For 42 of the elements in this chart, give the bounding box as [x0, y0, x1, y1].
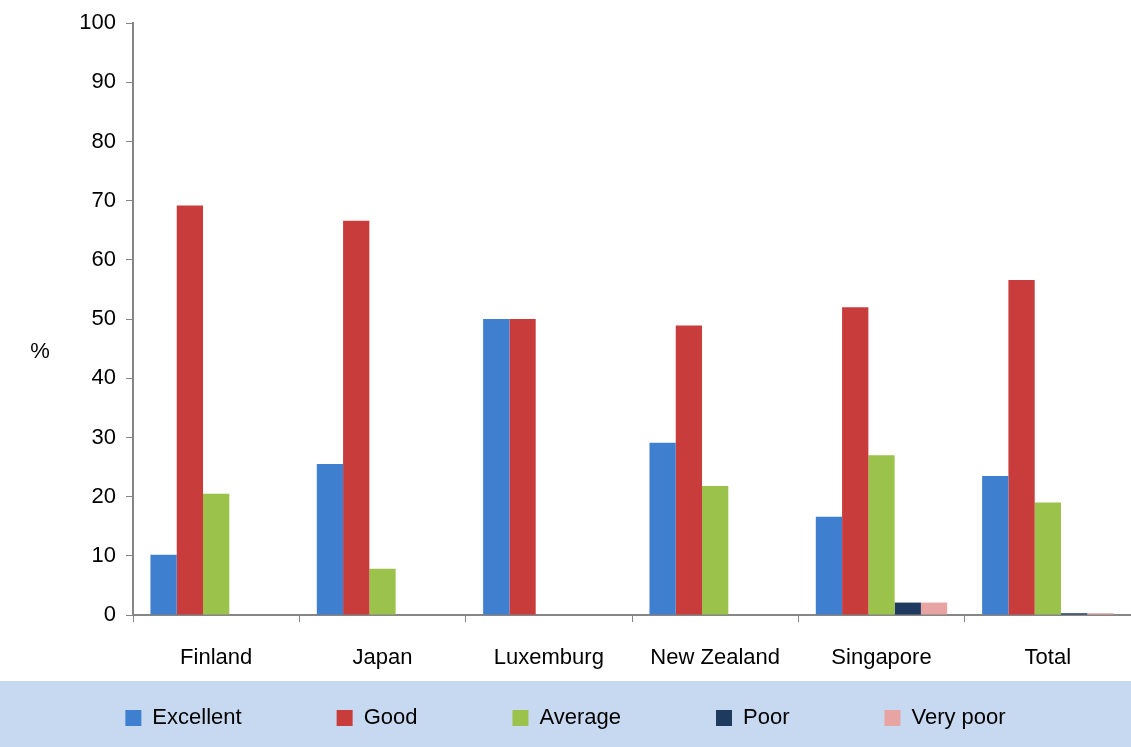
y-tick-label: 70 [91, 186, 116, 212]
x-tick-label: New Zealand [650, 644, 780, 670]
x-tick-label: Luxemburg [493, 644, 604, 670]
x-tick-label: Total [1024, 644, 1072, 670]
bar [1008, 280, 1035, 615]
bar [815, 516, 843, 615]
bar [920, 602, 948, 615]
y-tick-label: 0 [103, 601, 116, 627]
y-tick-label: 100 [79, 9, 116, 35]
x-tick-label: Singapore [831, 644, 932, 670]
bar [675, 325, 703, 615]
bar [316, 464, 344, 615]
bar [369, 568, 396, 615]
bar [343, 220, 370, 615]
y-tick-label: 90 [91, 68, 116, 94]
y-axis-title: % [30, 337, 50, 363]
y-tick-label: 20 [91, 482, 116, 508]
bar [483, 319, 510, 615]
bar [702, 485, 729, 615]
y-tick-label: 10 [91, 541, 116, 567]
bar [982, 475, 1009, 615]
y-tick-label: 30 [91, 423, 116, 449]
bar [509, 319, 536, 615]
bar [176, 205, 204, 615]
bar [203, 493, 230, 615]
legend-label: Very poor [911, 704, 1006, 730]
x-tick-label: Finland [180, 644, 253, 670]
bar [842, 307, 869, 615]
x-tick-label: Japan [352, 644, 413, 670]
legend-label: Poor [743, 704, 790, 730]
y-tick-label: 50 [91, 305, 116, 331]
y-tick-label: 40 [91, 364, 116, 390]
legend-label: Good [363, 704, 418, 730]
bar [894, 602, 921, 615]
legend-label: Average [539, 704, 621, 730]
bar [150, 554, 177, 615]
y-tick-label: 80 [91, 127, 116, 153]
bar [649, 442, 676, 615]
y-tick-label: 60 [91, 245, 116, 271]
bar [868, 455, 895, 615]
legend-label: Excellent [152, 704, 242, 730]
bar [1034, 502, 1061, 615]
